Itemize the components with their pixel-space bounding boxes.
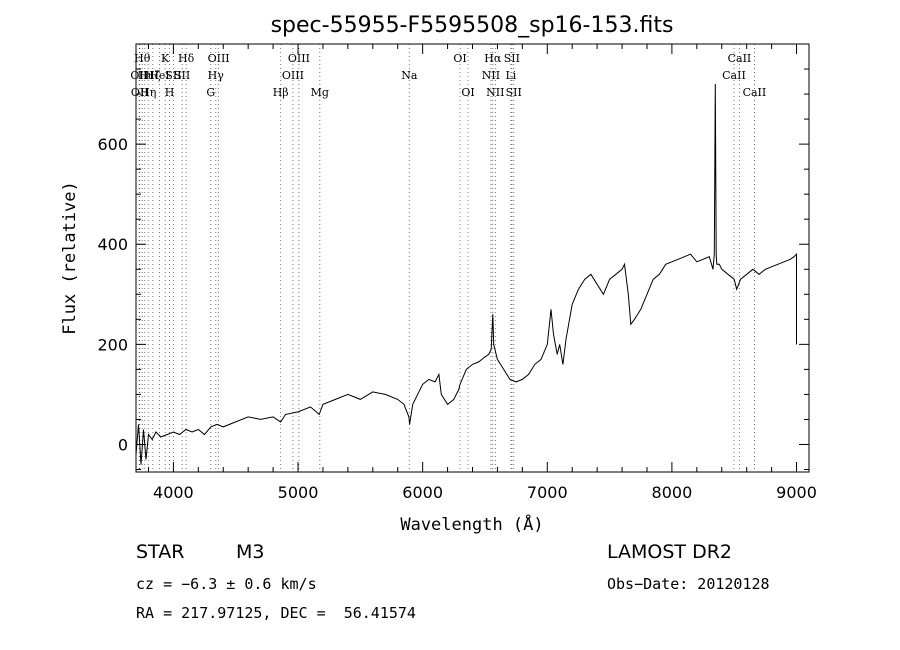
line-marker-label-20: OI [453, 52, 466, 65]
line-marker-label-10: SII [174, 69, 190, 82]
x-axis-label: Wavelength (Å) [400, 513, 543, 535]
line-marker-label-7: K [161, 52, 170, 65]
line-marker-label-15: Hβ [273, 86, 289, 99]
line-marker-label-23: Hα [484, 52, 502, 65]
plot-frame [135, 43, 810, 473]
line-marker-label-14: OIII [208, 52, 230, 65]
redshift-readout: cz = −6.3 ± 0.6 km/s [136, 575, 317, 593]
x-tick-label-5: 9000 [776, 483, 817, 502]
line-marker-label-25: Li [505, 69, 516, 82]
line-markers: OIIOIIHθHιHηHζHeIKHSIISIIHδGHγOIIIHβOIII… [130, 44, 766, 472]
x-tick-label-4: 8000 [652, 483, 693, 502]
line-marker-label-9: SII [165, 69, 181, 82]
line-marker-label-24: NII [486, 86, 504, 99]
line-marker-label-4: Hη [140, 86, 156, 99]
x-tick-label-3: 7000 [527, 483, 568, 502]
line-marker-label-26: SII [504, 52, 520, 65]
spectrum-line-0 [135, 83, 797, 465]
observation-date: Obs−Date: 20120128 [607, 575, 770, 593]
coordinates-readout: RA = 217.97125, DEC = 56.41574 [136, 604, 416, 622]
y-tick-label-1: 200 [97, 335, 128, 354]
line-marker-label-13: Hγ [208, 69, 225, 82]
y-axis-label: Flux (relative) [60, 181, 80, 335]
spectrum-series [135, 83, 797, 465]
line-marker-label-19: Na [401, 69, 418, 82]
line-marker-label-16: OIII [282, 69, 304, 82]
line-marker-label-1: OII [131, 86, 149, 99]
line-marker-label-2: Hθ [134, 52, 151, 65]
x-tick-label-0: 4000 [153, 483, 194, 502]
line-marker-label-28: CaII [722, 69, 746, 82]
line-marker-label-27: SII [506, 86, 522, 99]
y-tick-label-2: 400 [97, 235, 128, 254]
line-marker-label-30: CaII [743, 86, 767, 99]
line-marker-label-12: G [206, 86, 215, 99]
x-tick-label-1: 5000 [278, 483, 319, 502]
line-marker-label-5: Hζ [145, 69, 161, 82]
object-class: STAR [136, 541, 185, 563]
chart-title: spec-55955-F5595508_sp16-153.fits [271, 13, 674, 38]
survey-name: LAMOST DR2 [607, 541, 732, 563]
line-marker-label-22: NII [482, 69, 500, 82]
line-marker-label-11: Hδ [178, 52, 195, 65]
line-marker-label-17: OIII [288, 52, 310, 65]
line-marker-label-8: H [165, 86, 175, 99]
line-marker-label-18: Mg [311, 86, 329, 99]
line-marker-label-29: CaII [728, 52, 752, 65]
y-tick-label-3: 600 [97, 135, 128, 154]
line-marker-label-0: OII [130, 69, 148, 82]
object-subclass: M3 [236, 541, 265, 563]
axis-ticks: 4000 5000 6000 7000 8000 9000 0 200 400 600 [97, 44, 817, 502]
line-marker-label-6: HeI [149, 69, 169, 82]
x-tick-label-2: 6000 [402, 483, 443, 502]
line-marker-label-21: OI [461, 86, 474, 99]
y-tick-label-0: 0 [118, 435, 128, 454]
